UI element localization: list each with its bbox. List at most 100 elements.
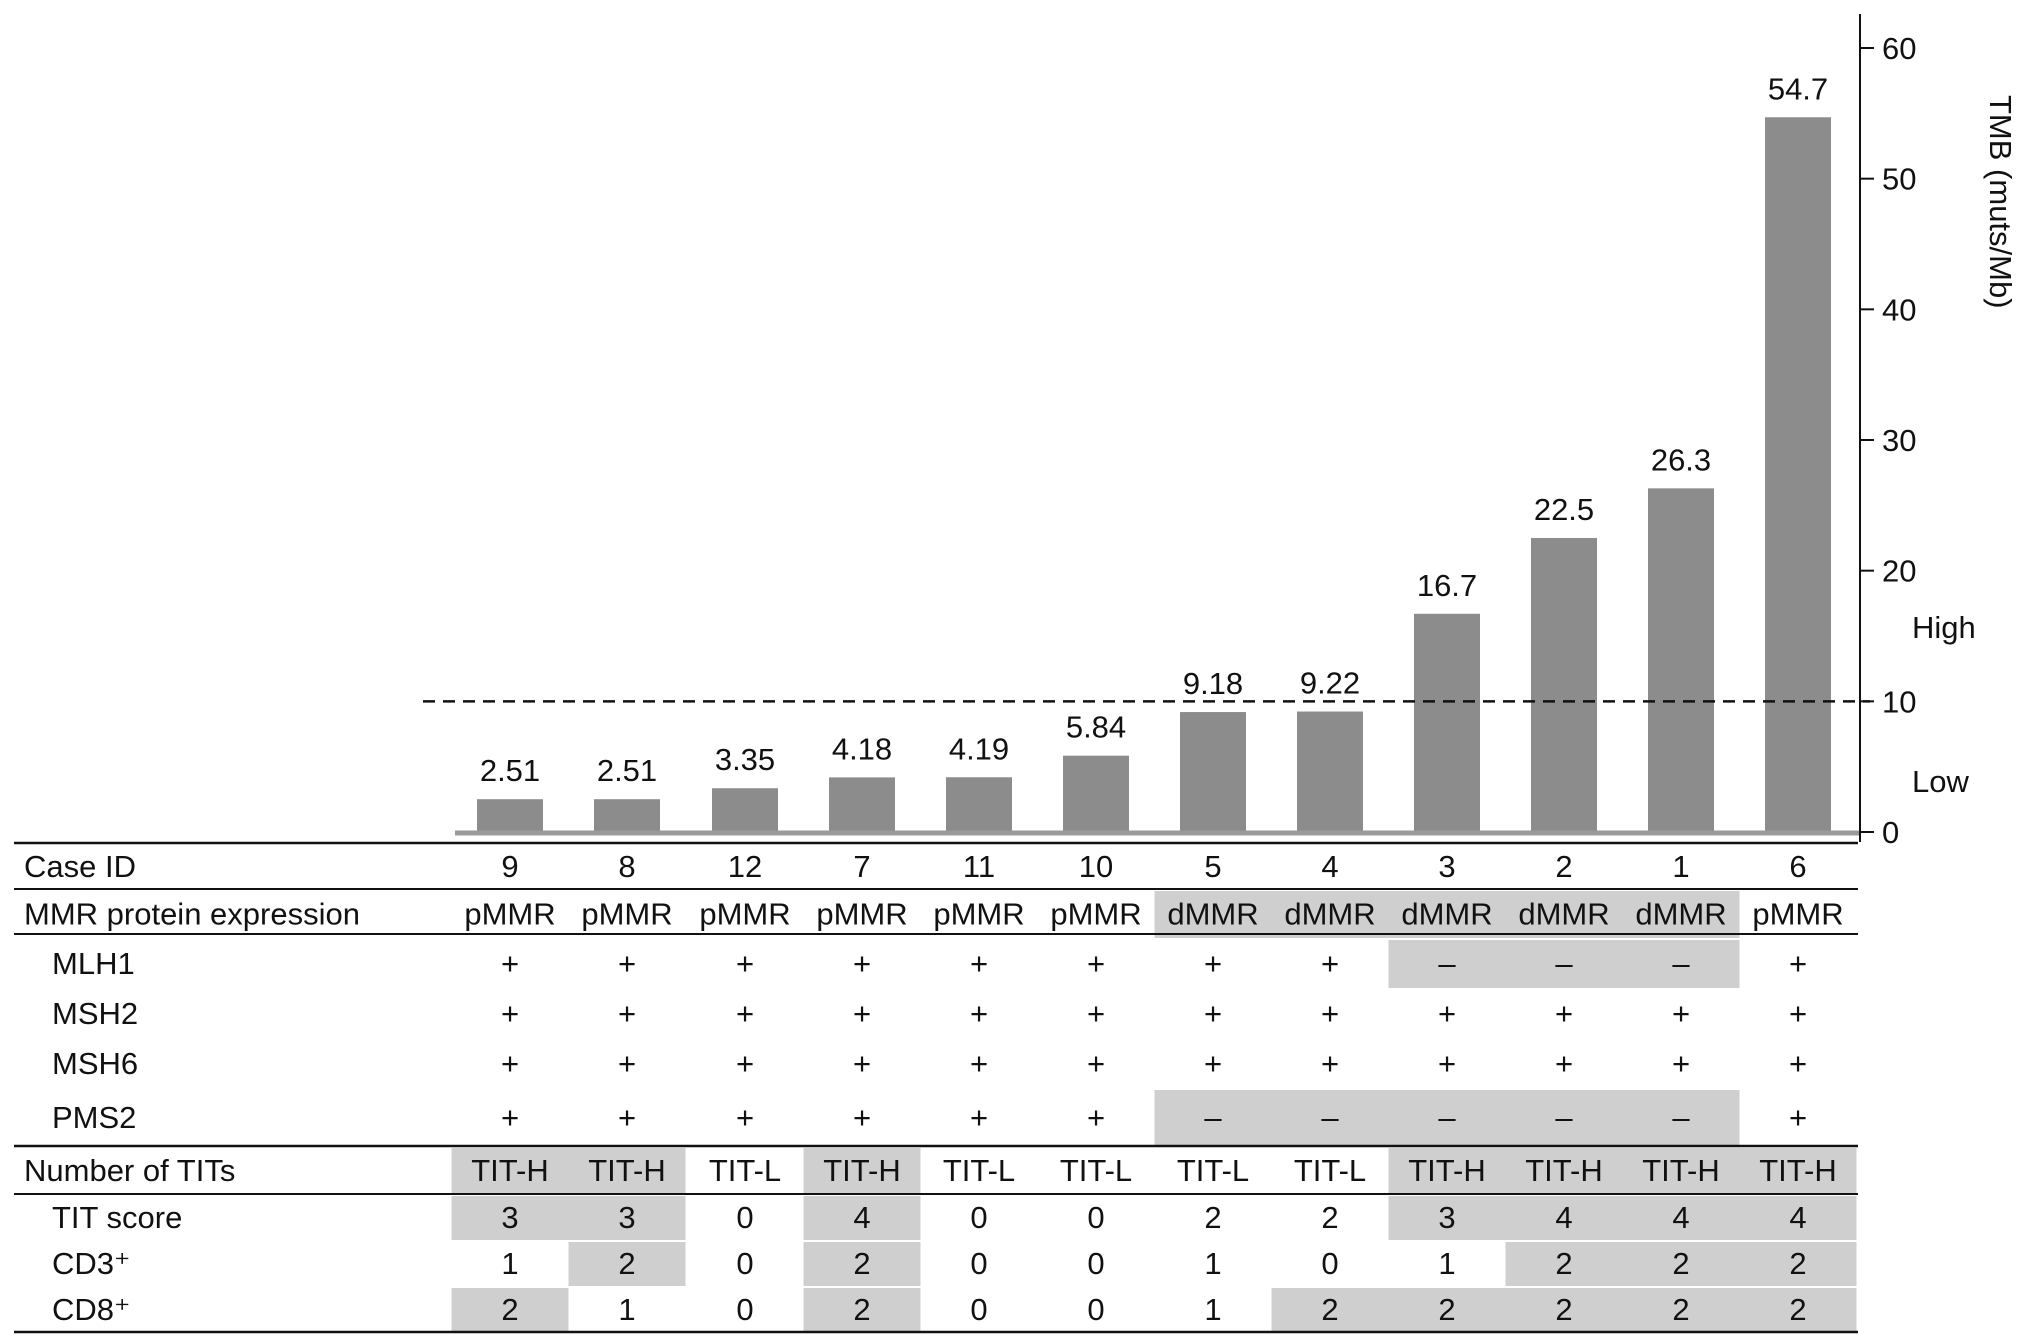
highlight-cell [1505,891,1623,938]
bar-case-9 [477,799,543,832]
table-cell: pMMR [464,897,555,932]
table-cell: + [970,996,988,1031]
table-cell: 0 [1087,1292,1104,1327]
table-cell: + [853,996,871,1031]
table-cell: – [1438,946,1456,981]
table-cell: 6 [1789,849,1806,884]
bar-case-5 [1180,712,1246,832]
table-cell: + [1789,946,1807,981]
bar-case-4 [1297,711,1363,832]
table-cell: 0 [736,1246,753,1281]
highlight-cell [1622,1288,1740,1332]
table-cell: 2 [1672,1292,1689,1327]
value-label-case-8: 2.51 [597,753,657,788]
table-cell: TIT-H [1642,1153,1720,1188]
highlight-cell [568,1242,686,1286]
table-row: Case ID 9 8 12 7 11 10 5 4 3 2 1 6 [24,849,1807,884]
table-cell: 3 [1438,1200,1455,1235]
table-cell: 2 [1438,1292,1455,1327]
table-cell: dMMR [1167,897,1258,932]
table-cell: 2 [1789,1246,1806,1281]
table-row: Number of TITs TIT-H TIT-H TIT-L TIT-H TIT-L T… [24,1148,1857,1194]
highlight-cell [451,1196,569,1240]
table-cell: + [501,1100,519,1135]
table-cell: 0 [1087,1246,1104,1281]
table-cell: 11 [963,849,995,884]
table-cell: 3 [501,1200,518,1235]
table-cell: + [501,996,519,1031]
bar-case-8 [594,799,660,832]
table-cell: 2 [853,1292,870,1327]
table-cell: 0 [1087,1200,1104,1235]
table-cell: TIT-H [588,1153,666,1188]
bar-case-10 [1063,755,1129,832]
highlight-cell [451,1288,569,1332]
y-tick-label-0: 0 [1882,815,1899,850]
row-label: CD8⁺ [52,1292,130,1327]
table-cell: + [618,996,636,1031]
table-cell: + [1789,1046,1807,1081]
table-cell: + [1321,1046,1339,1081]
highlight-cell [803,1148,921,1194]
value-label-case-2: 22.5 [1534,492,1594,527]
table-cell: 1 [618,1292,635,1327]
table-cell: 0 [1321,1246,1338,1281]
table-cell: + [1087,1046,1105,1081]
value-label-case-5: 9.18 [1183,666,1243,701]
row-label: CD3⁺ [52,1246,130,1281]
highlight-cell [1388,940,1506,988]
table-cell: + [736,946,754,981]
table-cell: – [1555,946,1573,981]
threshold-low-label: Low [1912,764,1969,799]
highlight-cell [803,1196,921,1240]
y-tick-label-10: 10 [1882,684,1916,719]
table-cell: 2 [853,1246,870,1281]
table-cell: pMMR [581,897,672,932]
bar-case-7 [829,777,895,832]
table-row: TIT score 3 3 0 4 0 0 2 2 3 4 4 4 [52,1196,1857,1240]
highlight-cell [1388,1288,1506,1332]
highlight-cell [1505,1288,1623,1332]
table-cell: 3 [1438,849,1455,884]
table-cell: + [970,946,988,981]
table-cell: 4 [1672,1200,1689,1235]
row-label: TIT score [52,1200,182,1235]
table-cell: TIT-H [471,1153,549,1188]
table-cell: 4 [1321,849,1338,884]
table-cell: 4 [1555,1200,1572,1235]
highlight-cell [451,1148,569,1194]
table-cell: 2 [618,1246,635,1281]
table-cell: 2 [1672,1246,1689,1281]
table-cell: – [1672,1100,1690,1135]
table-cell: 9 [501,849,518,884]
highlight-cell [1388,1196,1506,1240]
table-cell: 2 [1555,849,1572,884]
table-cell: 3 [618,1200,635,1235]
table-cell: + [1438,996,1456,1031]
table-cell: TIT-H [1525,1153,1603,1188]
highlight-cell [1271,891,1389,938]
highlight-cell [1622,891,1740,938]
y-tick-label-60: 60 [1882,31,1916,66]
table-cell: + [736,1046,754,1081]
value-label-group: 2.51 2.51 3.35 4.18 4.19 5.84 9.18 9.22 16.7 22.5… [480,71,1828,788]
table-cell: 2 [1555,1292,1572,1327]
table-cell: + [618,1100,636,1135]
highlight-cell [1622,1090,1740,1146]
table-cell: dMMR [1518,897,1609,932]
table-cell: 2 [1204,1200,1221,1235]
bar-case-1 [1648,488,1714,832]
y-axis: 0 10 20 30 40 50 60 [1859,14,1916,850]
table-cell: + [1555,1046,1573,1081]
highlight-cell [1622,1148,1740,1194]
table-row: MMR protein expression pMMR pMMR pMMR pMMR pM… [24,891,1844,938]
table-cell: TIT-L [1060,1153,1132,1188]
highlight-cell [1505,1242,1623,1286]
table-cell: 4 [1789,1200,1806,1235]
table-cell: pMMR [1752,897,1843,932]
table-row: MSH2 + + + + + + + + + + + + [52,996,1807,1031]
highlight-cell [1739,1288,1857,1332]
highlight-cell [1622,940,1740,988]
